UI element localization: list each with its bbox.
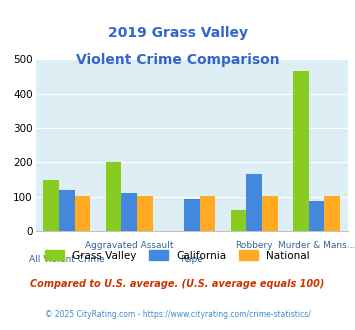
Bar <box>121 193 137 231</box>
Text: All Violent Crime: All Violent Crime <box>29 255 105 264</box>
Bar <box>324 196 340 231</box>
Bar <box>75 196 90 231</box>
Text: © 2025 CityRating.com - https://www.cityrating.com/crime-statistics/: © 2025 CityRating.com - https://www.city… <box>45 310 310 319</box>
Bar <box>106 162 121 231</box>
Text: 2019 Grass Valley: 2019 Grass Valley <box>108 26 247 40</box>
Legend: Grass Valley, California, National: Grass Valley, California, National <box>41 246 314 265</box>
Text: Aggravated Assault: Aggravated Assault <box>85 241 174 250</box>
Bar <box>293 71 309 231</box>
Text: Violent Crime Comparison: Violent Crime Comparison <box>76 53 279 67</box>
Bar <box>200 196 215 231</box>
Bar <box>246 174 262 231</box>
Text: Robbery: Robbery <box>235 241 273 250</box>
Bar <box>43 180 59 231</box>
Text: Rape: Rape <box>180 255 203 264</box>
Bar <box>309 201 324 231</box>
Bar <box>231 211 246 231</box>
Bar <box>184 199 200 231</box>
Bar <box>262 196 278 231</box>
Text: Compared to U.S. average. (U.S. average equals 100): Compared to U.S. average. (U.S. average … <box>30 279 325 289</box>
Text: Murder & Mans...: Murder & Mans... <box>278 241 355 250</box>
Bar <box>137 196 153 231</box>
Bar <box>59 190 75 231</box>
